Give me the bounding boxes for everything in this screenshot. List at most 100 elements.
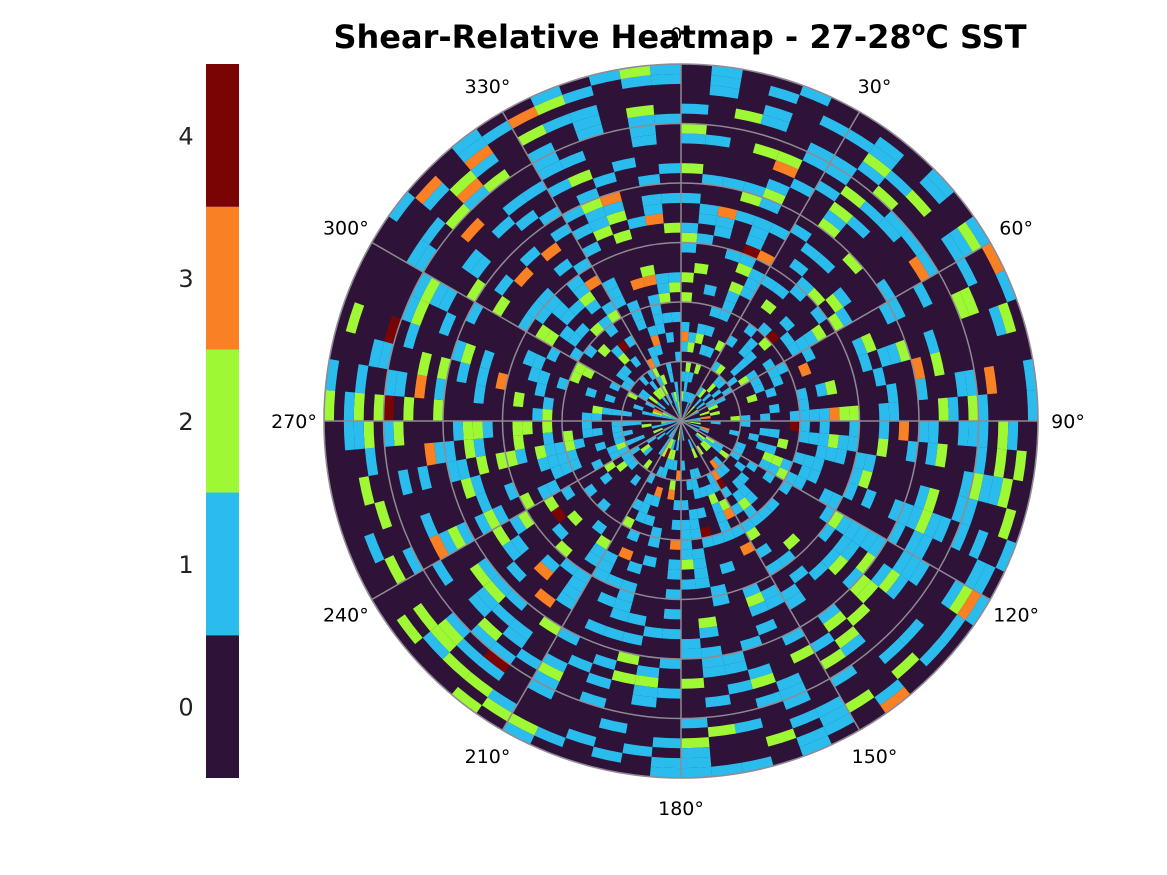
heat-cell: [715, 215, 735, 230]
heat-cell: [403, 322, 421, 350]
heat-cell: [860, 488, 877, 510]
heat-cell: [652, 313, 664, 326]
heat-cell: [546, 454, 560, 469]
heat-cell: [591, 458, 604, 471]
heat-cell: [977, 394, 989, 421]
heat-cell: [703, 438, 714, 447]
heat-cell: [456, 521, 475, 545]
heat-cell: [867, 535, 888, 558]
heat-cell: [779, 331, 795, 348]
colorbar-segment: [206, 64, 239, 207]
heat-cell: [597, 591, 617, 608]
heat-cell: [544, 294, 562, 313]
heat-cell: [796, 726, 828, 748]
heat-cell: [668, 438, 675, 449]
heat-cell: [913, 485, 931, 510]
heat-cell: [567, 169, 593, 188]
heat-cell: [855, 551, 876, 574]
heat-cell: [422, 182, 450, 211]
heat-cell: [950, 522, 970, 551]
heat-cell: [721, 386, 733, 397]
heat-cell: [611, 426, 623, 434]
heat-cell: [460, 342, 476, 365]
heat-cell: [858, 353, 873, 373]
heat-cell: [763, 104, 793, 123]
heat-cell: [556, 376, 570, 391]
heat-cell: [470, 152, 499, 178]
heat-cell: [465, 302, 484, 325]
heat-cell: [475, 367, 490, 387]
heat-cell: [647, 294, 661, 307]
heat-cell: [789, 644, 815, 664]
heat-cell: [675, 440, 680, 451]
heat-cell: [749, 512, 764, 527]
heat-cell: [638, 392, 649, 402]
heat-cell: [856, 580, 879, 604]
heat-cell: [666, 394, 673, 404]
heat-cell: [738, 345, 752, 358]
heat-cell: [955, 257, 978, 287]
heat-cell: [886, 342, 902, 365]
heat-cell: [705, 398, 716, 407]
heat-cell: [674, 401, 681, 421]
heat-cell: [634, 674, 659, 688]
heat-cell: [768, 403, 780, 414]
heat-cell: [860, 332, 877, 354]
heat-cell: [819, 505, 836, 524]
heat-cell: [691, 478, 699, 490]
heat-cell: [534, 382, 547, 397]
heat-cell: [562, 85, 594, 105]
heat-cell: [622, 743, 653, 757]
heat-cell: [655, 388, 664, 399]
heat-cell: [661, 446, 669, 457]
heat-cell: [437, 618, 464, 646]
heat-cell: [698, 213, 718, 226]
heat-cell: [698, 427, 709, 434]
heat-cell: [900, 554, 922, 581]
heat-cell: [710, 75, 742, 89]
colorbar-segment: [206, 206, 239, 350]
heat-cell: [634, 434, 646, 442]
heat-cell: [695, 445, 704, 456]
heat-cell: [565, 728, 597, 747]
angular-grid-line: [680, 241, 991, 422]
heat-cell: [589, 542, 607, 559]
heat-cell: [775, 150, 803, 170]
heat-cell: [968, 472, 984, 501]
heat-cell: [592, 653, 617, 671]
heat-cell: [700, 645, 723, 659]
heat-cell: [531, 353, 547, 371]
heat-cell: [835, 515, 853, 535]
heat-cell: [797, 362, 812, 377]
heat-cell: [726, 376, 738, 387]
heat-cell: [681, 549, 694, 560]
heat-cell: [851, 337, 868, 357]
heat-cell: [715, 477, 727, 490]
heat-cell: [663, 222, 681, 234]
heat-cell: [563, 439, 576, 452]
heat-cell: [492, 525, 511, 547]
angle-tick-label: 150°: [852, 746, 898, 768]
heat-cell: [509, 515, 527, 535]
heat-cell: [842, 567, 864, 590]
heat-cell: [534, 94, 566, 116]
heat-cell: [658, 386, 667, 397]
heat-cell: [706, 383, 717, 393]
heat-cell: [627, 612, 647, 627]
heat-cell: [681, 766, 713, 778]
heat-cell: [957, 421, 969, 447]
heat-cell: [875, 278, 896, 302]
angular-grid-line: [371, 420, 682, 601]
heat-cell: [620, 450, 633, 461]
heat-cell: [532, 408, 543, 421]
heat-cell: [681, 331, 689, 342]
heat-cell: [828, 201, 854, 224]
heat-cell: [567, 575, 587, 593]
heat-cell: [606, 210, 628, 226]
heat-cell: [532, 670, 560, 691]
heat-cell: [632, 684, 658, 698]
heat-cell: [868, 144, 898, 171]
heat-cell: [576, 188, 600, 206]
heat-cell: [908, 256, 931, 283]
heat-cell: [572, 114, 602, 133]
